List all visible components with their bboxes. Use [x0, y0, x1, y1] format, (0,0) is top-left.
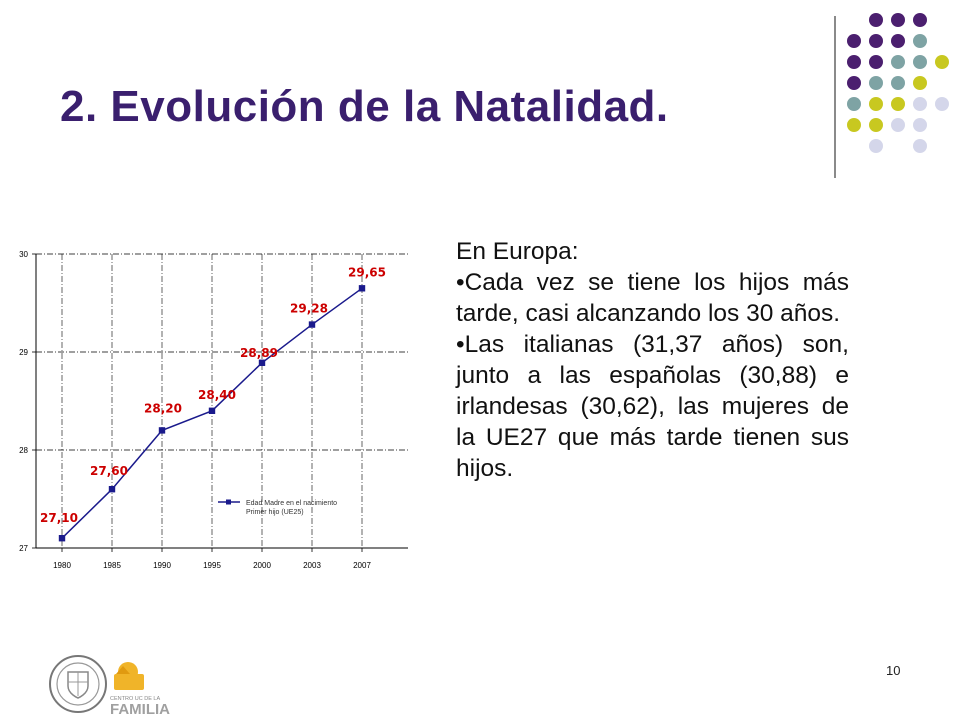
decorative-dot: [869, 76, 883, 90]
data-label: 29,28: [290, 302, 328, 316]
x-tick-label: 2003: [303, 561, 321, 570]
decorative-dot: [847, 55, 861, 69]
decorative-dot: [913, 118, 927, 132]
y-tick-label: 30: [19, 250, 28, 259]
decorative-dot: [847, 118, 861, 132]
decorative-dot: [891, 55, 905, 69]
x-tick-label: 2000: [253, 561, 271, 570]
data-point: [208, 407, 216, 414]
data-labels: 27,10 27,60 28,20 28,40 28,89 29,28 29,65: [40, 265, 386, 525]
data-label: 29,65: [348, 265, 386, 279]
body-heading: En Europa:: [456, 238, 579, 265]
data-label: 27,60: [90, 464, 128, 478]
decorative-dot: [913, 97, 927, 111]
x-tick-label: 1990: [153, 561, 171, 570]
decorative-dot: [869, 139, 883, 153]
y-tick-label: 28: [19, 446, 28, 455]
decorative-dot: [869, 97, 883, 111]
data-label: 28,40: [198, 388, 236, 402]
y-tick-label: 29: [19, 348, 28, 357]
data-point: [308, 321, 316, 328]
legend-label: Edad Madre en el nacimiento Primer hijo (…: [246, 500, 337, 516]
chart-series: [58, 285, 366, 542]
decorative-dot: [847, 97, 861, 111]
slide-title: 2. Evolución de la Natalidad.: [60, 82, 669, 131]
vertical-divider: [834, 16, 836, 178]
decorative-dot: [935, 97, 949, 111]
decorative-dot: [913, 34, 927, 48]
chart-axes: [32, 253, 408, 552]
decorative-dot: [891, 13, 905, 27]
data-label: 28,20: [144, 401, 182, 415]
decorative-dot-grid: [847, 13, 949, 153]
x-tick-label: 1980: [53, 561, 71, 570]
x-tick-label: 1985: [103, 561, 121, 570]
decorative-dot: [891, 76, 905, 90]
bullet-2: •Las italianas (31,37 años) son, junto a…: [456, 331, 849, 482]
familia-logo-wordmark: FAMILIA: [110, 701, 170, 718]
decorative-dot: [847, 34, 861, 48]
decorative-dot: [891, 118, 905, 132]
data-point: [258, 359, 266, 366]
line-chart: 27 28 29 30 1980 1985 1990 1995 2000 2003 2007 27…: [19, 250, 408, 570]
decorative-dot: [869, 55, 883, 69]
decorative-dot: [869, 13, 883, 27]
decorative-dot: [913, 13, 927, 27]
decorative-dot: [913, 55, 927, 69]
footer-logos: CENTRO UC DE LA FAMILIA: [49, 655, 170, 718]
body-text: En Europa: •Cada vez se tiene los hijos …: [456, 236, 849, 484]
decorative-dot: [847, 76, 861, 90]
chart-legend: Edad Madre en el nacimiento Primer hijo (…: [218, 499, 337, 516]
data-label: 27,10: [40, 511, 78, 525]
legend-marker: [226, 499, 231, 505]
familia-logo-subtitle: CENTRO UC DE LA: [110, 696, 160, 702]
bullet-1: •Cada vez se tiene los hijos más tarde, …: [456, 269, 849, 327]
x-tick-label: 1995: [203, 561, 221, 570]
data-label: 28,89: [240, 346, 278, 360]
data-point: [358, 285, 366, 292]
decorative-dot: [891, 97, 905, 111]
y-tick-label: 27: [19, 544, 28, 553]
university-seal-logo: [49, 655, 107, 713]
x-tick-labels: 1980 1985 1990 1995 2000 2003 2007: [53, 561, 371, 570]
x-tick-label: 2007: [353, 561, 371, 570]
decorative-dot: [869, 34, 883, 48]
decorative-dot: [913, 76, 927, 90]
y-tick-labels: 27 28 29 30: [19, 250, 28, 553]
data-point: [158, 427, 166, 434]
decorative-dot: [869, 118, 883, 132]
decorative-dot: [913, 139, 927, 153]
page-number: 10: [886, 663, 901, 678]
data-point: [58, 535, 66, 542]
decorative-dot: [891, 34, 905, 48]
decorative-dot: [935, 55, 949, 69]
data-point: [108, 486, 116, 493]
centro-familia-logo: CENTRO UC DE LA FAMILIA: [110, 662, 170, 718]
